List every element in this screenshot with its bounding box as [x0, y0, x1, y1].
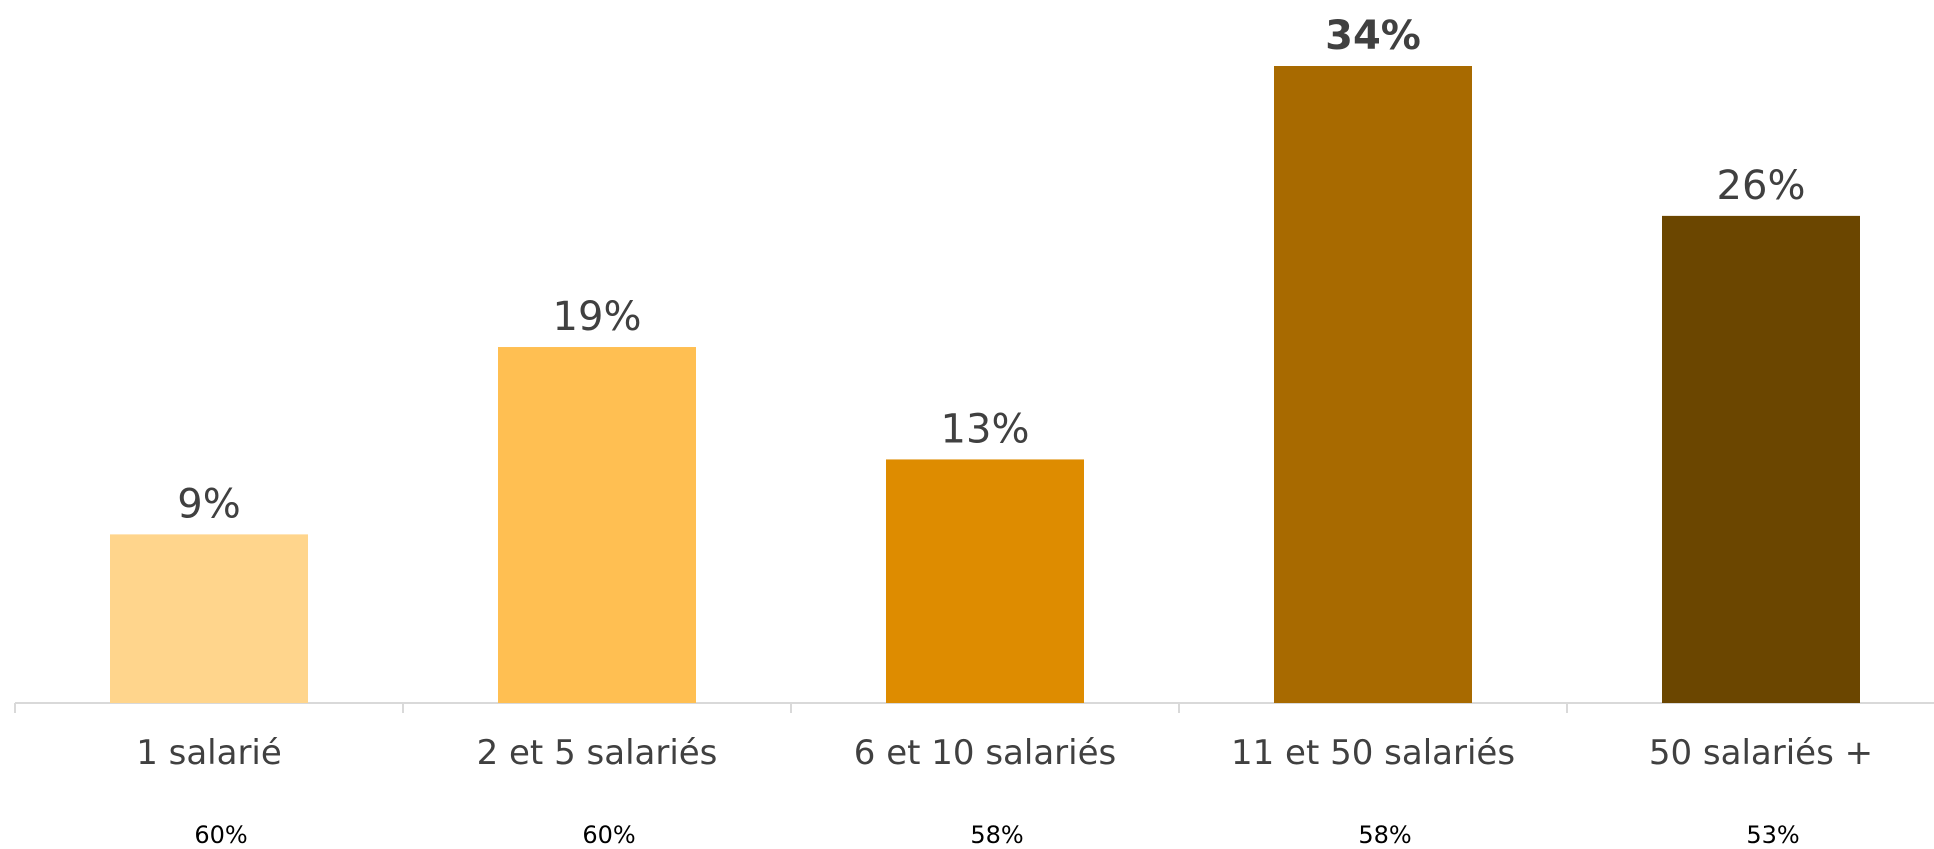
bar-value-label: 13%: [941, 406, 1030, 452]
category-label: 2 et 5 salariés: [477, 733, 718, 773]
bar-value-label: 26%: [1717, 163, 1806, 209]
category-labels-group: 1 salarié 2 et 5 salariés 6 et 10 salariés…: [136, 733, 1873, 773]
bar: [1662, 216, 1860, 703]
axis-ticks-group: [15, 703, 1567, 713]
value-labels-group: 9% 19% 13% 34% 26%: [177, 13, 1805, 527]
category-label: 11 et 50 salariés: [1231, 733, 1515, 773]
secondary-value-label: 58%: [970, 821, 1023, 849]
bar: [1274, 66, 1472, 703]
bar: [886, 459, 1084, 703]
secondary-value-label: 60%: [194, 821, 247, 849]
bar-value-label: 19%: [553, 294, 642, 340]
category-label: 50 salariés +: [1649, 733, 1873, 773]
secondary-labels-group: 60% 60% 58% 58% 53%: [194, 821, 1799, 849]
bar: [498, 347, 696, 703]
bar-value-label: 34%: [1325, 13, 1421, 59]
secondary-value-label: 58%: [1358, 821, 1411, 849]
category-label: 1 salarié: [136, 733, 282, 773]
bars-group: [110, 66, 1860, 703]
bar: [110, 534, 308, 703]
secondary-value-label: 53%: [1746, 821, 1799, 849]
bar-value-label: 9%: [177, 481, 240, 527]
secondary-value-label: 60%: [582, 821, 635, 849]
category-label: 6 et 10 salariés: [854, 733, 1116, 773]
